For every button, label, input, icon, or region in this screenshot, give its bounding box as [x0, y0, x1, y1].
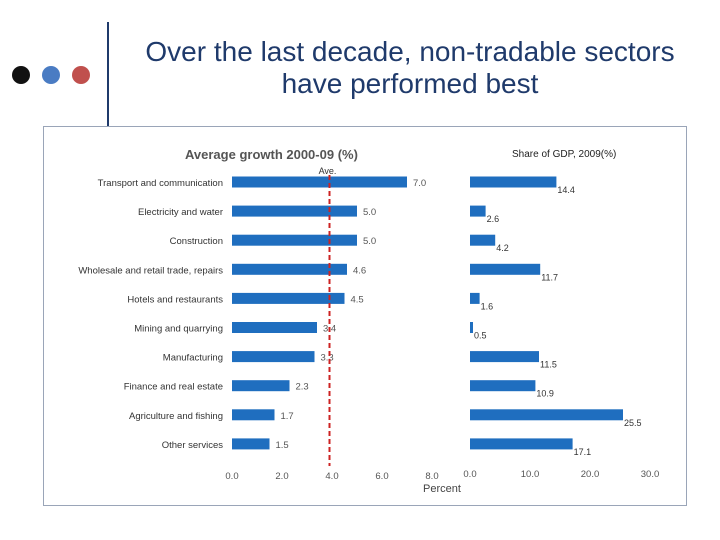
growth-category-label: Finance and real estate: [124, 382, 223, 393]
title-divider: [107, 22, 109, 126]
growth-bar: [232, 322, 317, 333]
share-bar: [470, 292, 480, 304]
growth-value-label: 4.5: [351, 294, 364, 305]
share-value-label: 17.1: [574, 447, 592, 457]
growth-x-tick-label: 4.0: [325, 471, 338, 482]
share-bar: [470, 263, 541, 275]
growth-x-tick-label: 0.0: [225, 471, 238, 482]
share-x-tick-label: 30.0: [641, 469, 660, 480]
growth-chart-title: Average growth 2000-09 (%): [185, 147, 358, 162]
growth-value-label: 1.5: [276, 440, 289, 451]
bullet-dot-black: [12, 66, 30, 84]
growth-category-label: Other services: [162, 440, 223, 451]
share-x-tick-label: 10.0: [521, 469, 540, 480]
growth-value-label: 2.3: [296, 382, 309, 393]
share-bar: [470, 205, 486, 217]
growth-bar: [232, 205, 357, 217]
share-value-label: 4.2: [496, 243, 509, 253]
share-value-label: 14.4: [557, 185, 575, 195]
share-bar: [470, 438, 573, 450]
growth-bar: [232, 351, 315, 363]
growth-category-label: Manufacturing: [163, 353, 223, 364]
share-bar: [470, 234, 496, 246]
growth-category-label: Transport and communication: [98, 178, 223, 189]
growth-value-label: 3.3: [321, 353, 334, 364]
share-x-tick-label: 0.0: [463, 469, 476, 480]
growth-value-label: 1.7: [281, 411, 294, 422]
growth-bar: [232, 234, 357, 246]
share-bar: [470, 409, 623, 421]
growth-category-label: Mining and quarrying: [134, 324, 223, 335]
share-bar: [470, 380, 536, 392]
growth-category-label: Electricity and water: [138, 207, 223, 218]
growth-category-label: Hotels and restaurants: [127, 294, 223, 305]
growth-value-label: 5.0: [363, 207, 376, 218]
growth-value-label: 7.0: [413, 178, 426, 189]
bullet-dot-red: [72, 66, 90, 84]
growth-bar: [232, 176, 407, 188]
share-bar: [470, 351, 539, 363]
share-bar-chart: 14.4 2.6 4.2 11.7 1.6 0.5 11.5 10.9 25.5 17.1 0.0 1…: [463, 176, 660, 480]
share-value-label: 1.6: [481, 301, 494, 311]
share-chart-title: Share of GDP, 2009(%): [512, 149, 616, 160]
share-value-label: 11.5: [540, 360, 557, 370]
chart-frame: [43, 126, 687, 506]
growth-x-tick-label: 2.0: [275, 471, 288, 482]
share-value-label: 25.5: [624, 418, 642, 428]
growth-category-label: Construction: [170, 236, 223, 247]
growth-x-tick-label: 6.0: [375, 471, 388, 482]
growth-bar: [232, 292, 345, 304]
average-line-label: Ave.: [319, 166, 337, 176]
slide-title: Over the last decade, non-tradable secto…: [120, 36, 700, 100]
share-x-tick-label: 20.0: [581, 469, 600, 480]
share-value-label: 0.5: [474, 331, 487, 341]
share-value-label: 10.9: [536, 389, 554, 399]
bullet-dot-blue: [42, 66, 60, 84]
growth-bar: [232, 380, 290, 392]
share-value-label: 11.7: [541, 272, 558, 282]
share-value-label: 2.6: [487, 214, 500, 224]
growth-x-axis-label: Percent: [423, 483, 461, 495]
growth-x-tick-label: 8.0: [425, 471, 438, 482]
growth-category-label: Agriculture and fishing: [129, 411, 223, 422]
growth-bar: [232, 409, 275, 421]
share-bar: [470, 176, 557, 188]
growth-category-label: Wholesale and retail trade, repairs: [78, 265, 223, 276]
growth-value-label: 4.6: [353, 265, 366, 276]
growth-bar-chart: Transport and communication 7.0 Electricit…: [78, 166, 438, 482]
growth-value-label: 5.0: [363, 236, 376, 247]
share-bar: [470, 322, 473, 333]
slide-title-line2: have performed best: [281, 68, 539, 99]
slide-title-line1: Over the last decade, non-tradable secto…: [145, 36, 675, 67]
growth-bar: [232, 263, 347, 275]
growth-bar: [232, 438, 270, 450]
